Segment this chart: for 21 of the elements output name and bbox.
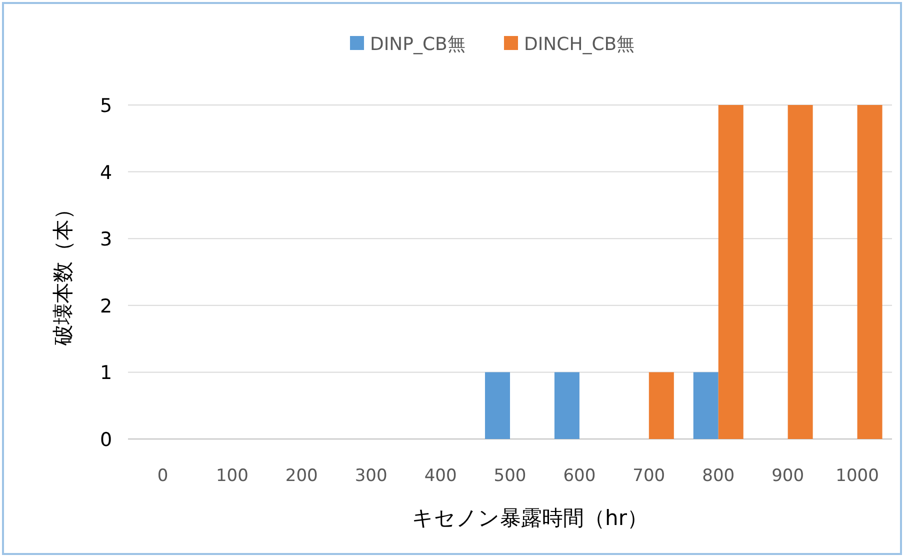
- x-tick-label: 0: [157, 466, 168, 486]
- x-tick-label: 800: [702, 466, 735, 486]
- x-tick-label: 900: [772, 466, 804, 486]
- x-tick-label: 400: [424, 466, 457, 486]
- x-axis-title: キセノン暴露時間（hr）: [412, 506, 648, 530]
- y-axis-title: 破壊本数（本）: [51, 198, 75, 346]
- x-tick-label: 100: [216, 466, 248, 486]
- legend-label: DINP_CB無: [370, 34, 466, 55]
- x-tick-label: 700: [632, 466, 666, 486]
- legend-label: DINCH_CB無: [524, 34, 635, 55]
- x-tick-label: 500: [494, 466, 526, 486]
- y-tick-label: 3: [100, 228, 112, 251]
- y-tick-label: 2: [100, 295, 112, 318]
- y-tick-label: 4: [100, 162, 112, 184]
- x-tick-label: 600: [563, 466, 596, 486]
- x-tick-label: 1000: [836, 466, 879, 486]
- y-tick-label: 0: [100, 429, 112, 451]
- y-tick-label: 5: [100, 95, 112, 117]
- x-tick-label: 200: [285, 466, 318, 486]
- x-tick-label: 300: [354, 466, 388, 486]
- y-tick-label: 1: [100, 362, 112, 384]
